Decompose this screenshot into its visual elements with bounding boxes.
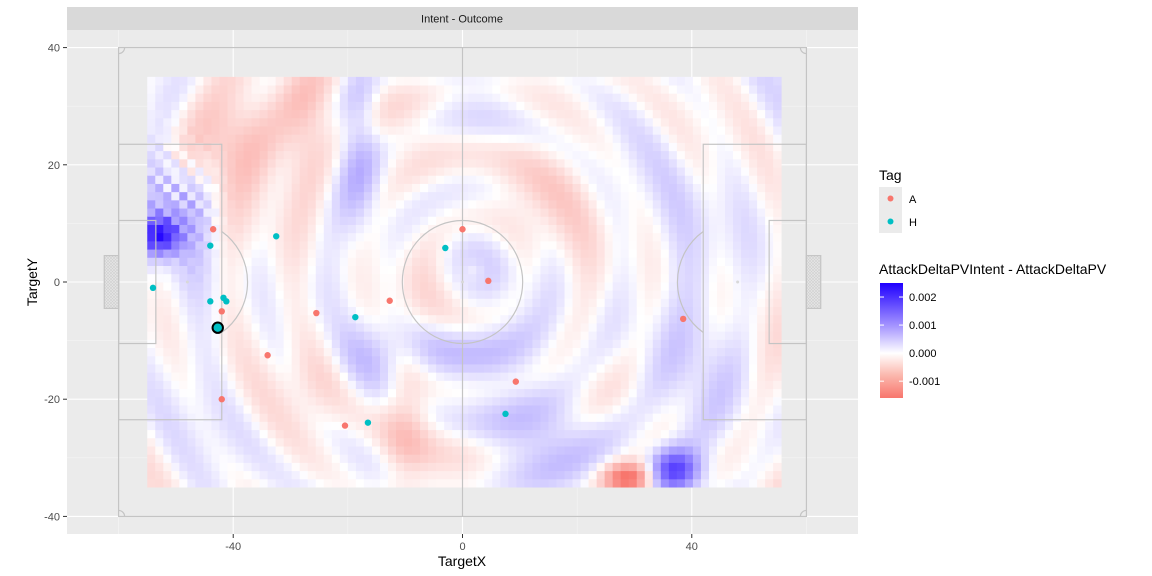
- point-a: [341, 422, 349, 429]
- y-tick-label: 40: [48, 43, 60, 55]
- legend-fill: AttackDeltaPVIntent - AttackDeltaPV 0.00…: [879, 261, 1107, 398]
- point-h: [442, 244, 449, 252]
- point-a: [485, 277, 492, 285]
- corner-arc: [118, 47, 126, 55]
- colorbar-tick-label: 0.000: [909, 348, 937, 360]
- legend-tag: Tag A H: [879, 167, 917, 233]
- centre-spot: [461, 280, 464, 284]
- colorbar: [880, 283, 903, 398]
- y-tick-label: 20: [48, 160, 60, 172]
- legend-key-bg: [879, 187, 902, 233]
- colorbar-ticks: 0.002 0.001 0.000 -0.001: [880, 292, 940, 388]
- point-a: [512, 378, 520, 385]
- corner-arc: [799, 47, 807, 55]
- x-tick-label: 40: [686, 541, 698, 553]
- x-axis-title: TargetX: [438, 553, 487, 569]
- point-h: [149, 284, 157, 292]
- centre-circle: [401, 219, 524, 345]
- x-tick-label: -40: [225, 541, 241, 553]
- point-a: [386, 297, 393, 304]
- penalty-spot: [185, 280, 189, 284]
- legend-key-a: [887, 195, 894, 202]
- corner-arc: [118, 509, 126, 517]
- y-tick-label: -40: [44, 511, 60, 523]
- point-h: [207, 242, 214, 249]
- legend-tag-title: Tag: [879, 167, 902, 183]
- point-h: [207, 298, 214, 305]
- point-a: [679, 315, 687, 323]
- penalty-arc: [221, 231, 249, 333]
- point-a: [313, 309, 320, 317]
- colorbar-tick-label: -0.001: [909, 376, 940, 388]
- y-tick-label: 0: [54, 277, 60, 289]
- point-a: [459, 226, 466, 233]
- axes: -40 0 40 -40 -20 0 20 40: [44, 43, 698, 553]
- point-h: [502, 410, 509, 418]
- x-tick-label: 0: [459, 541, 465, 553]
- corner-arc: [799, 509, 807, 517]
- y-tick-label: -20: [44, 394, 60, 406]
- point-h: [273, 233, 280, 240]
- heatmap: [147, 76, 782, 488]
- colorbar-tick-label: 0.002: [909, 292, 937, 304]
- point-a: [209, 226, 217, 233]
- point-a: [264, 352, 271, 359]
- y-axis-title: TargetY: [24, 257, 40, 306]
- colorbar-tick-label: 0.001: [909, 320, 937, 332]
- point-h: [223, 298, 230, 305]
- point-h: [352, 313, 359, 321]
- goal: [805, 255, 822, 309]
- pitch-markings: [103, 46, 822, 518]
- point-a: [218, 308, 225, 315]
- legend-key-h: [887, 218, 894, 225]
- point-h: [364, 419, 372, 426]
- legend-label-h: H: [909, 217, 917, 229]
- legend-fill-title: AttackDeltaPVIntent - AttackDeltaPV: [879, 261, 1107, 277]
- facet-strip: [67, 7, 858, 30]
- data-points: [149, 226, 687, 429]
- penalty-arc: [676, 231, 704, 333]
- legend-label-a: A: [909, 194, 917, 206]
- facet-title: Intent - Outcome: [421, 14, 503, 26]
- highlighted-point: [211, 321, 224, 334]
- point-a: [218, 396, 225, 403]
- penalty-spot: [736, 280, 740, 284]
- goal: [103, 255, 120, 309]
